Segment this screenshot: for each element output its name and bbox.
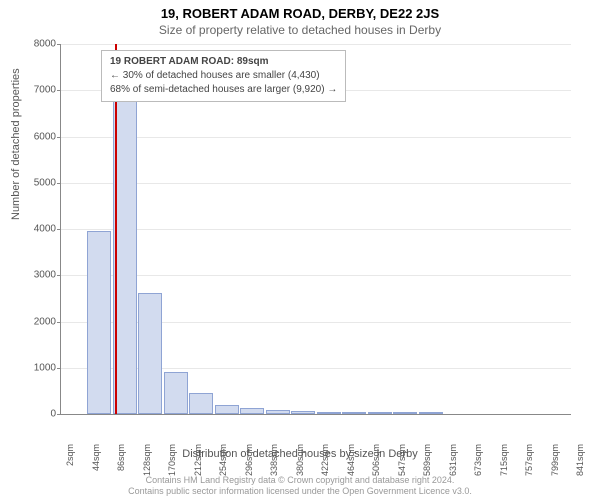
histogram-bar <box>87 231 111 414</box>
grid-line <box>61 137 571 138</box>
y-tick-label: 2000 <box>21 316 56 327</box>
histogram-bar <box>368 412 392 414</box>
histogram-bar <box>419 412 443 414</box>
grid-line <box>61 229 571 230</box>
footer-line-2: Contains public sector information licen… <box>0 486 600 498</box>
y-tick-mark <box>57 90 61 91</box>
footer-attribution: Contains HM Land Registry data © Crown c… <box>0 475 600 498</box>
annotation-line-smaller: ← 30% of detached houses are smaller (4,… <box>110 69 337 83</box>
y-tick-label: 0 <box>21 409 56 420</box>
page-title: 19, ROBERT ADAM ROAD, DERBY, DE22 2JS <box>0 0 600 21</box>
y-tick-label: 5000 <box>21 177 56 188</box>
footer-line-1: Contains HM Land Registry data © Crown c… <box>0 475 600 487</box>
grid-line <box>61 44 571 45</box>
histogram-bar <box>342 412 366 414</box>
histogram-bar <box>393 412 417 414</box>
y-tick-mark <box>57 229 61 230</box>
y-tick-label: 1000 <box>21 362 56 373</box>
x-axis-label: Distribution of detached houses by size … <box>0 448 600 460</box>
y-tick-label: 8000 <box>21 39 56 50</box>
y-tick-mark <box>57 183 61 184</box>
y-tick-mark <box>57 322 61 323</box>
annotation-title: 19 ROBERT ADAM ROAD: 89sqm <box>110 55 337 69</box>
plot-area: 0100020003000400050006000700080002sqm44s… <box>60 44 571 415</box>
grid-line <box>61 183 571 184</box>
y-tick-mark <box>57 137 61 138</box>
histogram-bar <box>138 293 162 414</box>
y-tick-label: 7000 <box>21 85 56 96</box>
y-tick-label: 3000 <box>21 270 56 281</box>
histogram-bar <box>266 410 290 414</box>
histogram-bar <box>317 412 341 414</box>
histogram-bar <box>189 393 213 414</box>
y-tick-mark <box>57 44 61 45</box>
grid-line <box>61 275 571 276</box>
page-subtitle: Size of property relative to detached ho… <box>0 21 600 37</box>
y-tick-mark <box>57 275 61 276</box>
histogram-bar <box>240 408 264 414</box>
histogram-chart: 0100020003000400050006000700080002sqm44s… <box>60 44 570 414</box>
histogram-bar <box>164 372 188 414</box>
y-tick-label: 6000 <box>21 131 56 142</box>
y-tick-label: 4000 <box>21 224 56 235</box>
annotation-line-larger: 68% of semi-detached houses are larger (… <box>110 83 337 97</box>
annotation-box: 19 ROBERT ADAM ROAD: 89sqm← 30% of detac… <box>101 50 346 102</box>
y-tick-mark <box>57 414 61 415</box>
histogram-bar <box>291 411 315 414</box>
y-tick-mark <box>57 368 61 369</box>
histogram-bar <box>215 405 239 414</box>
